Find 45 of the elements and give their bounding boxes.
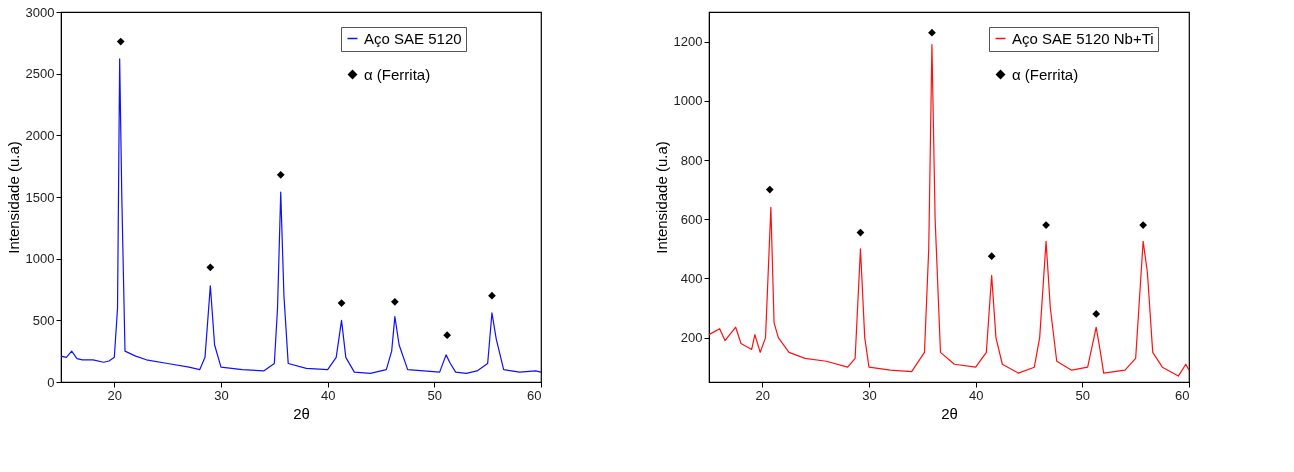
point	[116, 37, 125, 46]
point	[276, 170, 285, 179]
y-tick-label: 2000	[25, 127, 55, 143]
y-tick-label: 1200	[673, 34, 703, 50]
x-tick-label: 40	[320, 387, 336, 403]
legend-label: Aço SAE 5120	[364, 29, 462, 47]
point	[488, 291, 496, 300]
y-axis-title: Intensidade (u.a)	[652, 141, 670, 254]
y-axis-title: Intensidade (u.a)	[4, 141, 22, 254]
x-axis-title: 2θ	[293, 404, 310, 422]
x-tick-label: 50	[1075, 387, 1091, 403]
point	[443, 331, 452, 340]
point	[1042, 221, 1050, 229]
y-tick-label: 400	[680, 270, 703, 286]
point	[928, 28, 936, 37]
line-series	[60, 58, 542, 374]
y-tick-label: 1500	[25, 189, 55, 205]
y-tick-label: 800	[680, 152, 703, 168]
x-tick-label: 60	[1175, 387, 1190, 403]
x-tick-label: 30	[862, 387, 877, 403]
legend-label: α (Ferrita)	[1012, 65, 1079, 83]
point	[765, 185, 774, 194]
legend-label: Aço SAE 5120 Nb+Ti	[1012, 29, 1154, 47]
x-tick-label: 60	[527, 387, 542, 403]
point	[390, 297, 399, 306]
point	[987, 252, 996, 261]
x-tick-label: 20	[755, 387, 771, 403]
point	[206, 263, 215, 272]
point	[1139, 221, 1148, 229]
y-tick-label: 600	[680, 211, 703, 227]
y-tick-label: 0	[47, 374, 55, 390]
x-tick-label: 40	[968, 387, 984, 403]
x-tick-label: 20	[107, 387, 123, 403]
x-tick-label: 50	[427, 387, 443, 403]
x-axis-title: 2θ	[941, 404, 958, 422]
y-tick-label: 3000	[25, 4, 55, 20]
y-tick-label: 1000	[25, 251, 55, 267]
point	[337, 299, 346, 307]
y-tick-label: 1000	[673, 93, 703, 109]
x-tick-label: 30	[214, 387, 229, 403]
point	[1092, 310, 1101, 318]
y-tick-label: 500	[32, 312, 55, 328]
legend-label: α (Ferrita)	[364, 65, 431, 83]
y-tick-label: 200	[680, 330, 703, 346]
y-tick-label: 2500	[25, 66, 55, 82]
